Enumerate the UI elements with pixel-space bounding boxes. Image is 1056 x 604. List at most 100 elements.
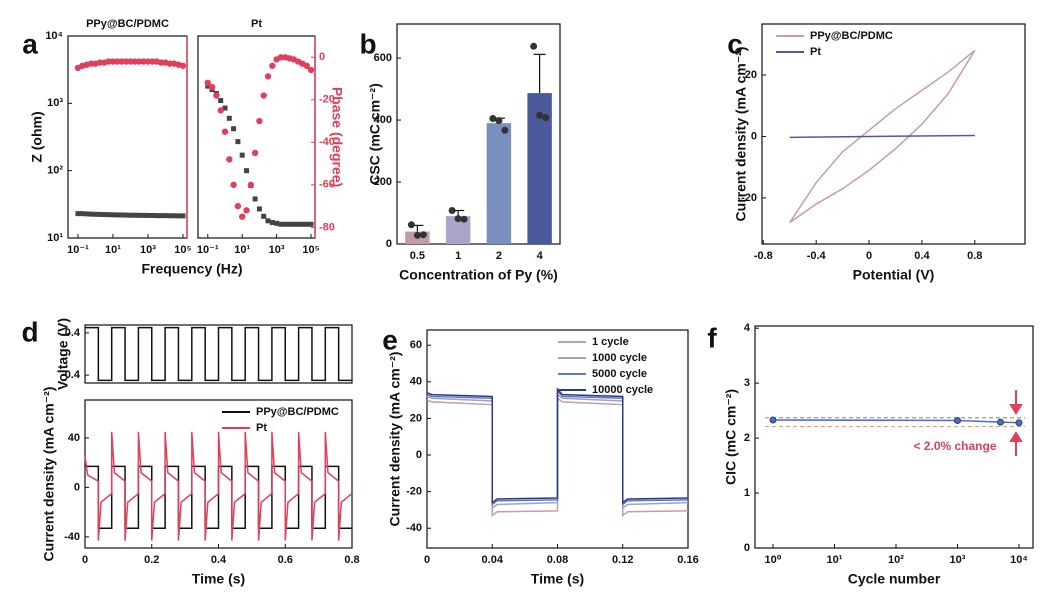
y-axis-label: Current density (mA cm⁻²) <box>733 47 749 222</box>
data-point <box>106 212 112 218</box>
x-axis-label: Potential (V) <box>853 267 935 283</box>
y-tick-label: 20 <box>745 69 757 81</box>
y2-axis-label: Phase (degree) <box>329 87 345 187</box>
data-point <box>419 231 427 239</box>
data-point <box>127 58 134 65</box>
x-tick-label: 0 <box>82 554 88 566</box>
legend-label: 10000 cycle <box>592 384 653 396</box>
data-point <box>180 213 186 219</box>
data-point <box>132 212 138 218</box>
data-point <box>157 59 165 66</box>
y-axis-label: Current density (mA cm⁻²) <box>387 352 403 527</box>
x-tick-label: 10¹ <box>234 244 250 256</box>
arrow-head <box>1009 431 1023 442</box>
data-point <box>269 62 276 69</box>
bar <box>486 123 512 244</box>
x-tick-label: 0.6 <box>278 554 293 566</box>
data-point <box>265 218 271 224</box>
x-tick-label: 10¹ <box>827 554 843 566</box>
x-tick-label: 10³ <box>140 244 156 256</box>
data-point <box>489 115 497 123</box>
y-axis-label: Voltage (V) <box>55 318 71 390</box>
series-line <box>85 326 352 382</box>
x-tick-label: 10⁴ <box>1010 554 1028 566</box>
data-point <box>136 212 142 218</box>
x-tick-label: 10⁰ <box>764 554 781 566</box>
data-point <box>247 181 255 189</box>
plot-frame <box>754 325 1034 549</box>
data-point <box>542 114 550 122</box>
data-point <box>299 221 305 227</box>
data-point <box>221 128 229 135</box>
y-tick-label: 10¹ <box>47 232 63 244</box>
data-point <box>996 418 1004 426</box>
x-tick-label: 1 <box>455 250 461 262</box>
data-point <box>149 212 155 218</box>
y-tick-label: 10⁴ <box>45 30 63 42</box>
x-tick-label: 10⁵ <box>302 244 319 256</box>
y-tick-label: 2 <box>744 432 750 444</box>
x-tick-label: 4 <box>537 250 544 262</box>
x-tick-label: 0.8 <box>344 554 359 566</box>
plot-frame <box>197 35 316 239</box>
data-point <box>204 79 211 86</box>
panel-title: PPy@BC/PDMC <box>86 18 169 30</box>
data-point <box>307 66 315 74</box>
data-point <box>530 42 538 50</box>
data-point <box>230 181 237 189</box>
panel-letter: e <box>382 324 398 355</box>
data-point <box>536 111 544 119</box>
y-axis-label: CSC (mC cm⁻²) <box>367 83 383 185</box>
data-point <box>769 416 777 424</box>
data-point <box>264 73 272 80</box>
panel-letter: b <box>359 28 376 59</box>
y-tick-label: 40 <box>410 376 422 388</box>
data-point <box>110 212 116 218</box>
y-tick-label: 0 <box>744 542 750 554</box>
legend-label: PPy@BC/PDMC <box>256 406 339 418</box>
data-point <box>308 221 314 227</box>
x-tick-label: -0.8 <box>754 250 773 262</box>
data-point <box>226 115 232 121</box>
y-tick-label: 4 <box>744 322 751 334</box>
series-line <box>426 387 689 505</box>
panel-title: Pt <box>251 18 262 30</box>
x-tick-label: 10³ <box>950 554 966 566</box>
y-tick-label: -20 <box>741 192 757 204</box>
y-tick-label: 0 <box>74 481 80 493</box>
data-point <box>222 105 228 111</box>
data-point <box>87 60 95 67</box>
data-point <box>256 206 262 212</box>
data-point <box>88 211 94 217</box>
data-point <box>501 126 509 134</box>
y-tick-label: 0 <box>386 238 392 250</box>
data-point <box>454 215 462 223</box>
x-axis-label: Concentration of Py (%) <box>399 267 558 283</box>
data-point <box>243 207 250 214</box>
y-axis-label: CIC (mC cm⁻²) <box>723 389 739 485</box>
data-point <box>251 149 259 157</box>
y-tick-label: 60 <box>410 339 422 351</box>
x-tick-label: 0.4 <box>211 554 227 566</box>
data-point <box>118 58 125 65</box>
data-point <box>304 221 310 227</box>
data-point <box>205 83 211 89</box>
data-point <box>460 215 468 223</box>
y-tick-label: 0 <box>416 449 422 461</box>
data-point <box>84 211 90 217</box>
series-line <box>85 465 352 529</box>
plot-frame <box>761 23 1026 245</box>
data-point <box>252 196 258 202</box>
y-tick-label: -20 <box>406 486 422 498</box>
data-point <box>179 62 187 69</box>
y-tick-label: 0 <box>751 130 757 142</box>
x-tick-label: 2 <box>496 250 502 262</box>
y-tick-label: -40 <box>64 531 80 543</box>
series-line <box>772 419 1020 424</box>
data-point <box>260 92 267 99</box>
data-point <box>218 98 224 104</box>
data-point <box>269 219 275 225</box>
data-point <box>407 221 415 229</box>
x-tick-label: 0.4 <box>914 250 930 262</box>
